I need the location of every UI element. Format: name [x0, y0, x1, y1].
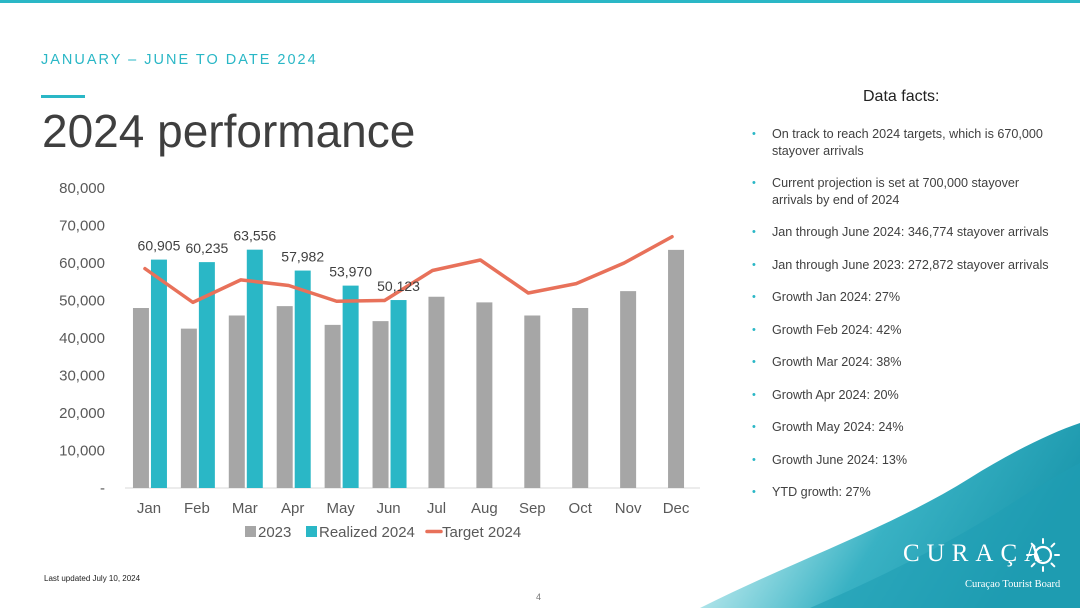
- fact-text: Growth Feb 2024: 42%: [772, 322, 902, 337]
- page-number: 4: [536, 592, 542, 602]
- x-tick-label: Aug: [471, 500, 498, 517]
- fact-text: Growth Apr 2024: 20%: [772, 387, 899, 402]
- logo-subtitle: Curaçao Tourist Board: [965, 579, 1061, 590]
- bullet-icon: •: [752, 453, 756, 466]
- bar-2023: [180, 328, 197, 488]
- bar-2023: [620, 291, 637, 488]
- legend-swatch: [306, 526, 317, 537]
- bar-2023: [572, 308, 589, 488]
- x-tick-label: Jul: [427, 500, 446, 517]
- legend-swatch: [245, 526, 256, 537]
- title-accent-bar: [41, 95, 85, 98]
- data-label-realized-2024: 63,556: [233, 228, 276, 244]
- legend-label: Target 2024: [442, 524, 521, 541]
- bar-2023: [668, 249, 685, 488]
- corner-swoosh-graphic: [700, 423, 1080, 608]
- fact-item: • Growth Apr 2024: 20%: [752, 387, 1052, 404]
- bullet-icon: •: [752, 128, 756, 140]
- y-tick-label: 40,000: [59, 330, 105, 347]
- target-2024-line: [143, 235, 674, 305]
- curacao-logo: CURAÇA Curaçao Tourist Board: [903, 537, 1063, 597]
- data-label-realized-2024: 53,970: [329, 264, 372, 280]
- facts-title: Data facts:: [863, 88, 940, 105]
- bar-realized-2024: [246, 249, 263, 488]
- bullet-icon: •: [752, 356, 756, 368]
- slide-title: 2024 performance: [42, 105, 416, 157]
- x-tick-label: Nov: [615, 500, 642, 517]
- bar-2023: [228, 315, 245, 488]
- logo-wordmark: CURAÇA: [903, 540, 1050, 567]
- fact-text: Growth Jan 2024: 27%: [772, 290, 901, 304]
- fact-item: • Current projection is set at 700,000 st…: [752, 175, 1052, 208]
- bar-2023: [372, 321, 389, 488]
- y-tick-label: -: [100, 480, 105, 497]
- fact-item: • Growth Jan 2024: 27%: [752, 289, 1052, 306]
- bar-2023: [476, 302, 493, 488]
- fact-text: Growth May 2024: 24%: [772, 420, 904, 434]
- fact-item: • Growth June 2024: 13%: [752, 452, 1052, 469]
- last-updated-note: Last updated July 10, 2024: [44, 574, 141, 583]
- x-tick-label: Jun: [376, 500, 400, 517]
- sun-icon: [1026, 538, 1060, 572]
- bullet-icon: •: [752, 486, 756, 498]
- legend-label: 2023: [258, 524, 291, 541]
- top-accent-rule: [0, 0, 1080, 3]
- x-tick-label: Feb: [184, 500, 210, 517]
- x-tick-label: May: [326, 500, 355, 517]
- bar-realized-2024: [390, 300, 407, 488]
- bar-2023: [324, 324, 341, 488]
- legend-label: Realized 2024: [319, 524, 415, 541]
- x-tick-label: Jan: [137, 500, 161, 517]
- slide-eyebrow: JANUARY – JUNE TO DATE 2024: [41, 52, 318, 68]
- y-tick-label: 80,000: [59, 180, 105, 197]
- bar-realized-2024: [342, 285, 359, 488]
- bar-2023: [524, 315, 541, 488]
- fact-text: Current projection is set at 700,000 sta…: [772, 176, 1020, 207]
- bar-2023: [428, 296, 445, 488]
- bar-realized-2024: [150, 259, 167, 488]
- bullet-icon: •: [752, 323, 756, 336]
- bar-2023: [276, 306, 293, 488]
- bullet-icon: •: [752, 421, 756, 433]
- fact-text: Jan through June 2023: 272,872 stayover …: [772, 257, 1049, 272]
- fact-item: • Jan through June 2023: 272,872 stayover…: [752, 257, 1052, 274]
- data-label-realized-2024: 57,982: [281, 249, 324, 265]
- y-tick-label: 10,000: [59, 443, 105, 460]
- x-tick-label: Mar: [232, 500, 258, 517]
- fact-text: YTD growth: 27%: [772, 485, 871, 499]
- facts-list: • On track to reach 2024 targets, which i…: [752, 126, 1052, 517]
- y-tick-label: 60,000: [59, 255, 105, 272]
- bullet-icon: •: [752, 258, 756, 271]
- x-tick-label: Oct: [569, 500, 593, 517]
- data-label-realized-2024: 50,123: [377, 278, 420, 294]
- data-label-realized-2024: 60,235: [185, 240, 228, 256]
- fact-text: Growth June 2024: 13%: [772, 452, 908, 467]
- bullet-icon: •: [752, 388, 756, 401]
- fact-item: • Growth Mar 2024: 38%: [752, 354, 1052, 371]
- bullet-icon: •: [752, 226, 756, 238]
- fact-item: • Jan through June 2024: 346,774 stayover…: [752, 224, 1052, 241]
- fact-text: Jan through June 2024: 346,774 stayover …: [772, 225, 1049, 239]
- fact-item: • YTD growth: 27%: [752, 484, 1052, 501]
- bar-2023: [132, 308, 149, 488]
- fact-item: • Growth May 2024: 24%: [752, 419, 1052, 436]
- data-label-realized-2024: 60,905: [138, 238, 181, 254]
- y-tick-label: 50,000: [59, 293, 105, 310]
- y-tick-label: 20,000: [59, 405, 105, 422]
- fact-text: Growth Mar 2024: 38%: [772, 355, 902, 369]
- y-tick-label: 70,000: [59, 218, 105, 235]
- x-tick-label: Sep: [519, 500, 546, 517]
- bullet-icon: •: [752, 291, 756, 303]
- fact-item: • Growth Feb 2024: 42%: [752, 322, 1052, 339]
- bar-realized-2024: [294, 270, 311, 488]
- fact-item: • On track to reach 2024 targets, which i…: [752, 126, 1052, 159]
- bar-realized-2024: [198, 262, 215, 488]
- fact-text: On track to reach 2024 targets, which is…: [772, 127, 1043, 158]
- x-tick-label: Dec: [663, 500, 690, 517]
- performance-chart: - 10,000 20,000 30,000 40,000 50,000 60,000 70,…: [59, 180, 700, 541]
- x-tick-label: Apr: [281, 500, 304, 517]
- y-tick-label: 30,000: [59, 368, 105, 385]
- bullet-icon: •: [752, 177, 756, 189]
